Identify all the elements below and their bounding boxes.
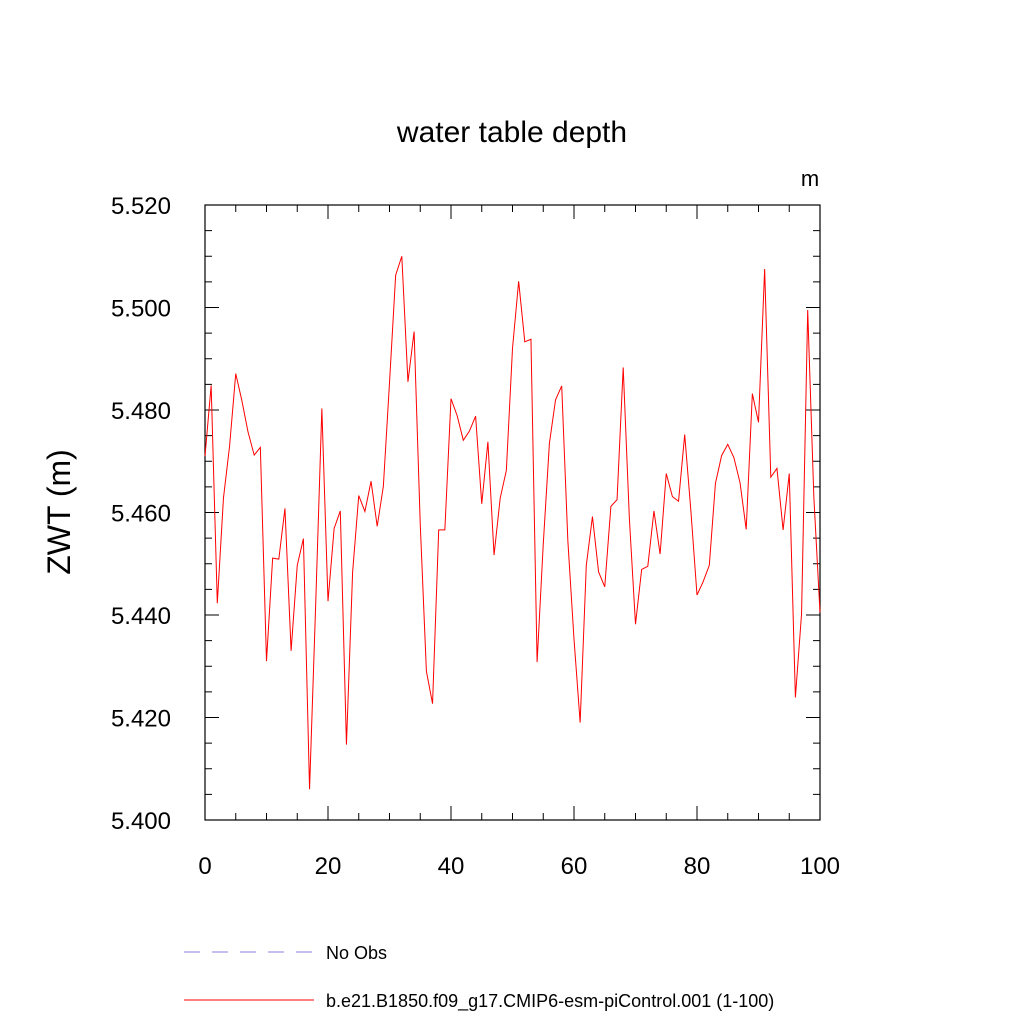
y-tick-label: 5.460 — [111, 501, 171, 528]
x-tick-label: 40 — [438, 853, 465, 880]
x-tick-label: 0 — [198, 853, 211, 880]
axes: 0 20 40 60 80 100 5.400 5.420 5.440 5.460 5.480 5.5… — [111, 193, 840, 880]
legend-label: No Obs — [326, 943, 387, 963]
series-layer — [204, 256, 821, 790]
series-line — [204, 256, 821, 790]
x-tick-label: 20 — [315, 853, 342, 880]
y-tick-label: 5.520 — [111, 193, 171, 220]
units-label: m — [801, 166, 819, 191]
chart-title: water table depth — [396, 116, 627, 149]
y-tick-label: 5.440 — [111, 603, 171, 630]
legend: No Obs b.e21.B1850.f09_g17.CMIP6-esm-piCo… — [184, 943, 774, 1012]
y-tick-label: 5.500 — [111, 296, 171, 323]
x-tick-label: 80 — [684, 853, 711, 880]
x-tick-label: 100 — [800, 853, 840, 880]
y-tick-label: 5.400 — [111, 808, 171, 835]
legend-label: b.e21.B1850.f09_g17.CMIP6-esm-piControl.… — [326, 991, 774, 1012]
y-axis-label: ZWT (m) — [41, 449, 77, 575]
y-tick-label: 5.420 — [111, 706, 171, 733]
y-tick-label: 5.480 — [111, 398, 171, 425]
x-tick-label: 60 — [561, 853, 588, 880]
plot-frame — [204, 204, 821, 821]
